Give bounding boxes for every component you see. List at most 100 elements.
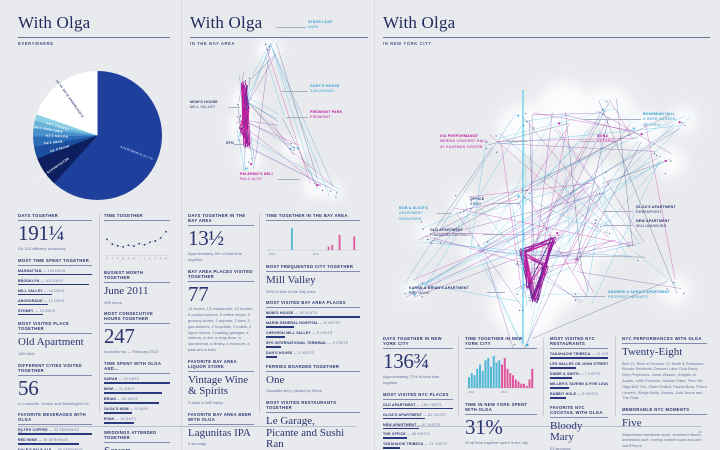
- list-row: OLGA'S MOM — 9 DAYS: [104, 407, 170, 414]
- stat-value: Five: [622, 417, 642, 430]
- map-label-new-apartment: NEW APARTMENT WILLIAMSBURG: [636, 219, 670, 229]
- label-leader-line: [234, 144, 242, 145]
- pie-slice-label: RESTAURANTS 7.5%: [37, 156, 69, 180]
- stat-sub: Bell ×3, Bear in Heaven ×2, Belle & Seba…: [622, 360, 707, 401]
- stat-nyc-percent: TIME IN NEW YORK SPENT WITH OLGA 31% Of …: [465, 402, 537, 446]
- right-page-number: 15: [697, 429, 702, 434]
- stats-column: DAYS TOGETHER IN NEW YORK CITY 136¾ Appr…: [383, 336, 453, 450]
- stats-column: TIME TOGETHER IN NEW YORK CITY 2010 2011 …: [465, 336, 537, 450]
- label-leader-line: [573, 296, 605, 297]
- list-row: TAKAHACHI TRIBECA — 21 VISITS: [550, 352, 608, 359]
- stat-value: 56: [18, 375, 39, 400]
- stat-list: OLD APARTMENT — 180 VISITS OLGA'S APARTME…: [383, 403, 453, 450]
- stat-list: FILTER COFFEE — 93 SERVINGS RED WINE — 78…: [18, 428, 92, 450]
- label-leader-line: [487, 292, 505, 293]
- list-row: RYAN — 10 DAYS: [104, 417, 170, 424]
- list-row: RED WINE — 78 SERVINGS: [18, 438, 92, 445]
- stat-label: TIME TOGETHER IN NEW YORK CITY: [465, 336, 537, 349]
- map-label-moms-house: MOM'S HOUSE MILL VALLEY: [190, 100, 218, 110]
- list-row: THE OFFICE — 36 VISITS: [383, 432, 453, 440]
- stat-value: Vintage Wine & Spirits: [188, 373, 249, 398]
- stat-consecutive-hours: MOST CONSECUTIVE HOURS TOGETHER 247 Aust…: [104, 311, 170, 355]
- stat-nyc-time-chart: TIME TOGETHER IN NEW YORK CITY 2010 2011: [465, 336, 537, 396]
- svg-text:N: N: [165, 258, 167, 261]
- svg-text:2011: 2011: [501, 390, 507, 394]
- stat-frequented-city: MOST FREQUENTED CITY TOGETHER Mill Valle…: [266, 264, 360, 294]
- list-row: TAKAHACHI TRIBECA — 21 VISITS: [383, 442, 453, 450]
- stat-label: BAY AREA PLACES VISITED TOGETHER: [188, 269, 254, 282]
- nyc-time-bar-chart: 2010 2011: [466, 356, 536, 394]
- stat-label: FAVORITE BEVERAGES WITH OLGA: [18, 412, 92, 426]
- list-row: OLGA'S APARTMENT — 81 VISITS: [383, 413, 453, 420]
- stats-column: TIME TOGETHER IN THE BAY AREA 2010 2011 M…: [266, 213, 360, 450]
- svg-text:S: S: [154, 258, 156, 261]
- stat-bay-time-chart: TIME TOGETHER IN THE BAY AREA 2010 2011: [266, 213, 360, 258]
- stat-weddings: WEDDINGS ATTENDED TOGETHER Seven Aaron &…: [104, 430, 170, 450]
- list-row: MARIN GENERAL HOSPITAL — 8 VISITS: [266, 321, 360, 328]
- stat-sub: Australia trip — February 2010: [104, 349, 159, 355]
- stat-sub: Approximately 5% of total time together: [188, 250, 243, 262]
- bay-area-network-map: [228, 38, 343, 201]
- time-by-place-pie-chart: APARTMENTS 61.7% RESTAURANTS 7.5% HOTELS 3…: [33, 71, 162, 200]
- stat-days-nyc: DAYS TOGETHER IN NEW YORK CITY 136¾ Appr…: [383, 336, 453, 386]
- panel-divider: [181, 0, 182, 450]
- stat-label: FAVORITE BAY AREA BEER WITH OLGA: [188, 412, 254, 425]
- stat-value: 191¼: [18, 221, 65, 245]
- svg-text:M: M: [133, 258, 135, 261]
- label-leader-line: [603, 225, 633, 226]
- label-leader-line: [483, 234, 503, 235]
- svg-text:M: M: [122, 258, 124, 261]
- left-page-rule: 14: [18, 426, 356, 434]
- list-row: DALE'S PALE ALE — 58 SERVINGS: [18, 448, 92, 450]
- list-row: DAN'S HOUSE — 3 VISITS: [266, 351, 360, 358]
- panel-everywhere: With Olga EVERYWHERE APARTMENTS 61.7% RES…: [0, 0, 182, 450]
- list-row: MILL VALLEY — 14 DAYS: [18, 289, 92, 296]
- svg-text:A: A: [149, 258, 151, 261]
- pie-slice-label: BARS 2.5%: [42, 139, 62, 145]
- map-label-karen-brian: KAREN & BRIAN'S APARTMENT RED HOOK: [409, 286, 469, 296]
- map-label-andrew-sara: ANDREW & SARA'S APARTMENT PROSPECT HEIGHT…: [608, 290, 671, 300]
- stat-label: WEDDINGS ATTENDED TOGETHER: [104, 430, 170, 443]
- stat-sub: On 313 different occasions: [18, 245, 66, 251]
- left-page-number: 14: [18, 429, 23, 434]
- stat-sub: 5 servings: [188, 441, 207, 447]
- stat-label: FAVORITE NYC COCKTAIL WITH OLGA: [550, 405, 608, 418]
- title-rule: [383, 37, 710, 38]
- panel-subtitle: IN THE BAY AREA: [190, 41, 236, 46]
- list-row: MOM'S HOUSE — 35 VISITS: [266, 311, 360, 318]
- svg-text:J: J: [139, 258, 141, 261]
- list-row: LES HALLES ON JOHN STREET — 8 VISITS: [550, 362, 608, 369]
- map-label-garys-house: GARY'S HOUSE SAN RAFAEL: [310, 84, 340, 94]
- stat-label: MEMORABLE NYC MOMENTS: [622, 407, 707, 416]
- list-row: SYDNEY — 10 DAYS: [18, 309, 92, 316]
- stats-column: DAYS TOGETHER IN THE BAY AREA 13½ Approx…: [188, 213, 254, 450]
- svg-text:O: O: [160, 258, 162, 261]
- list-row: MOM — 21 DAYS: [104, 387, 170, 394]
- column-divider: [99, 214, 100, 412]
- panel-new-york-city: XIU PERFORMANCE MERKIN CONCERT HALL AT KAU…: [375, 0, 720, 450]
- pie-slice-label: EVERYWHERE ELSE 19.7%: [54, 78, 85, 118]
- stat-value: Lagunitas IPA: [188, 426, 251, 439]
- nyc-network-map: [403, 82, 697, 348]
- page-title: With Olga: [190, 13, 263, 32]
- pie-slice-label: APARTMENTS 61.7%: [119, 144, 154, 161]
- svg-text:J: J: [144, 258, 146, 261]
- stat-sub: 14 stores, 13 restaurants, 10 homes, 6 o…: [188, 306, 254, 353]
- list-row: MILLER'S TAVERN & FIVE LEAVES — 6 VISITS: [550, 382, 608, 389]
- stat-value: 136¾: [383, 349, 430, 373]
- map-label-nona: NONA ASTORIA: [597, 134, 615, 144]
- stat-nyc-performances: NYC PERFORMANCES WITH OLGA Twenty-Eight …: [622, 336, 707, 401]
- list-row: DINER & SMITH — 7 VISITS: [550, 372, 608, 379]
- stat-label: TIME TOGETHER IN THE BAY AREA: [266, 213, 360, 221]
- stat-sub: 39% of time in the Bay Area: [266, 288, 316, 294]
- right-page-rule: 15: [385, 426, 702, 434]
- page-fold-divider: [374, 0, 375, 450]
- label-leader-line: [286, 117, 308, 118]
- stat-value: 13½: [188, 226, 224, 250]
- stat-value: 31%: [465, 415, 503, 439]
- map-label-olga-apartment: OLGA'S APARTMENT GREENPOINT: [636, 205, 676, 215]
- map-label-stags-leap: STAGS LEAP NAPA: [308, 20, 333, 30]
